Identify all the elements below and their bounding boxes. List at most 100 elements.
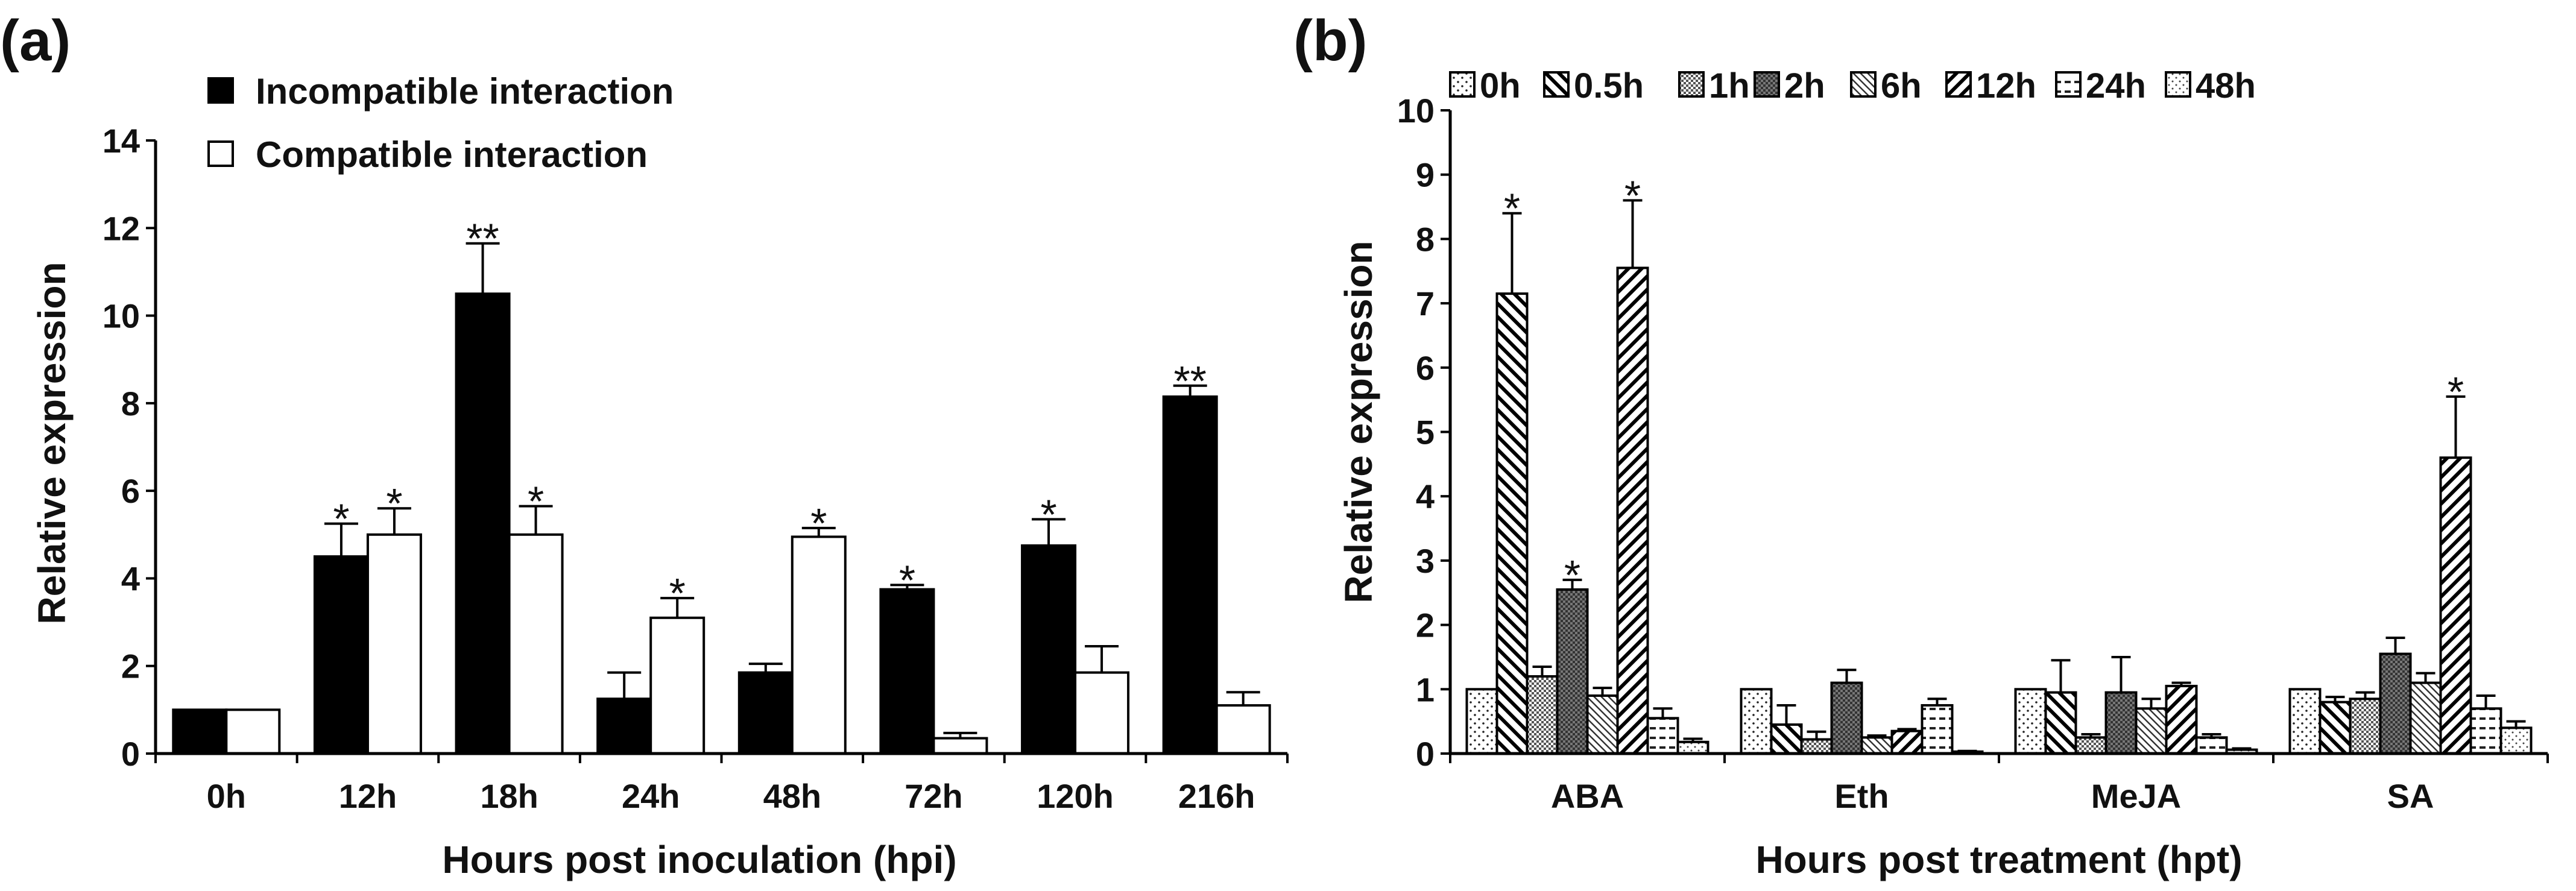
bar-72h-incompatible-interaction (879, 588, 935, 755)
significance-aba-0.5h: * (1504, 185, 1520, 232)
significance-48h-compatible-interaction: * (810, 500, 827, 547)
x-tick-label-sa: SA (2387, 777, 2434, 815)
legend-swatch-48h (2165, 71, 2191, 98)
y-tick-label-10: 10 (1397, 92, 1435, 130)
panel-a-xlabel: Hours post inoculation (hpi) (442, 838, 956, 881)
bar-0h-incompatible-interaction (172, 708, 228, 755)
bar-sa-6h (2409, 681, 2442, 755)
x-tick-label-48h: 48h (763, 777, 822, 815)
legend-label-0h: 0h (1480, 66, 1521, 105)
legend-swatch-compatible (207, 140, 234, 167)
legend-swatch-6h (1850, 71, 1877, 98)
bar-aba-2h (1556, 588, 1589, 755)
x-tick-label-216h: 216h (1178, 777, 1255, 815)
panel-a-legend: Incompatible interaction Compatible inte… (207, 71, 674, 175)
bar-aba-12h (1616, 266, 1649, 755)
legend-swatch-0.5h (1543, 71, 1570, 98)
legend-label-24h: 24h (2086, 66, 2146, 105)
bar-sa-0.5h (2319, 701, 2352, 755)
x-tick-label-72h: 72h (904, 777, 963, 815)
legend-swatch-24h (2055, 71, 2082, 98)
bar-48h-incompatible-interaction (737, 671, 794, 755)
y-tick-label-5: 5 (1416, 414, 1435, 452)
legend-label-48h: 48h (2196, 66, 2256, 105)
legend-swatch-1h (1678, 71, 1705, 98)
bar-eth-1h (1800, 738, 1833, 755)
y-tick-label-8: 8 (1416, 220, 1435, 258)
bar-sa-2h (2379, 652, 2412, 755)
panel-b-ylabel: Relative expression (1337, 241, 1380, 603)
bar-12h-incompatible-interaction (313, 555, 369, 755)
legend-label-1h: 1h (1709, 66, 1750, 105)
y-tick-label-9: 9 (1416, 156, 1435, 194)
bar-216h-incompatible-interaction (1162, 395, 1218, 755)
y-tick-label-2: 2 (121, 647, 140, 685)
bar-aba-48h (1676, 740, 1709, 755)
y-tick-label-2: 2 (1416, 606, 1435, 644)
significance-24h-compatible-interaction: * (669, 570, 686, 617)
bar-eth-12h (1890, 729, 1924, 755)
y-tick-label-4: 4 (1416, 477, 1435, 515)
bar-meja-0h (2014, 688, 2047, 755)
bar-48h-compatible-interaction (791, 535, 847, 755)
y-tick-label-6: 6 (1416, 349, 1435, 387)
significance-18h-incompatible-interaction: ** (466, 215, 499, 262)
bar-18h-compatible-interaction (508, 533, 564, 755)
y-tick-label-4: 4 (121, 559, 140, 597)
legend-label-6h: 6h (1881, 66, 1922, 105)
bar-24h-incompatible-interaction (596, 697, 652, 755)
legend-label-0.5h: 0.5h (1574, 66, 1644, 105)
x-tick-label-0h: 0h (207, 777, 246, 815)
y-tick-label-0: 0 (1416, 735, 1435, 773)
bar-meja-1h (2074, 736, 2107, 755)
y-tick-label-1: 1 (1416, 670, 1435, 708)
y-tick-label-10: 10 (103, 297, 140, 335)
panel-b-label: (b) (1293, 8, 1368, 73)
legend-swatch-incompatible (207, 77, 234, 104)
bar-eth-0.5h (1770, 723, 1803, 755)
bar-aba-0h (1465, 688, 1498, 755)
panel-a-label: (a) (0, 8, 71, 73)
bar-aba-24h (1646, 717, 1679, 755)
significance-18h-compatible-interaction: * (528, 478, 544, 525)
bar-meja-12h (2165, 684, 2198, 755)
bar-sa-1h (2349, 697, 2382, 755)
legend-label-12h: 12h (1976, 66, 2036, 105)
y-tick-label-0: 0 (121, 735, 140, 773)
significance-aba-12h: * (1624, 172, 1641, 219)
bar-meja-24h (2195, 736, 2228, 755)
significance-sa-12h: * (2448, 368, 2464, 415)
bar-eth-0h (1740, 688, 1773, 755)
significance-120h-incompatible-interaction: * (1040, 491, 1056, 538)
significance-aba-2h: * (1564, 552, 1580, 599)
legend-label-2h: 2h (1784, 66, 1825, 105)
panel-b-xlabel: Hours post treatment (hpt) (1755, 838, 2242, 881)
bar-18h-incompatible-interaction (455, 292, 511, 755)
significance-216h-incompatible-interaction: ** (1173, 357, 1206, 405)
bar-eth-2h (1830, 681, 1863, 755)
x-tick-label-24h: 24h (622, 777, 680, 815)
panel-b-plot: * * * * 0 1 2 3 4 5 6 7 8 9 10 ABA Eth MeJA SA (1397, 92, 2549, 815)
y-tick-label-14: 14 (103, 122, 140, 160)
bar-aba-0.5h (1495, 292, 1529, 755)
bar-meja-2h (2104, 691, 2138, 755)
y-tick-label-12: 12 (103, 209, 140, 247)
x-tick-label-aba: ABA (1551, 777, 1624, 815)
bar-sa-12h (2439, 456, 2472, 755)
bar-0h-compatible-interaction (225, 708, 281, 755)
panel-b-legend: 0h 0.5h 1h 2h 6h 12h 24h 48h (1449, 66, 2256, 105)
bar-sa-24h (2469, 707, 2502, 755)
x-tick-label-120h: 120h (1037, 777, 1114, 815)
x-tick-label-eth: Eth (1834, 777, 1889, 815)
bar-216h-compatible-interaction (1215, 704, 1271, 755)
bar-aba-1h (1526, 675, 1559, 755)
bar-72h-compatible-interaction (932, 737, 988, 755)
bar-aba-6h (1586, 694, 1619, 755)
bar-meja-0.5h (2044, 691, 2077, 755)
legend-swatch-0h (1449, 71, 1476, 98)
x-tick-label-18h: 18h (480, 777, 538, 815)
legend-swatch-2h (1754, 71, 1780, 98)
bar-120h-compatible-interaction (1074, 671, 1130, 755)
significance-12h-incompatible-interaction: * (333, 496, 349, 543)
